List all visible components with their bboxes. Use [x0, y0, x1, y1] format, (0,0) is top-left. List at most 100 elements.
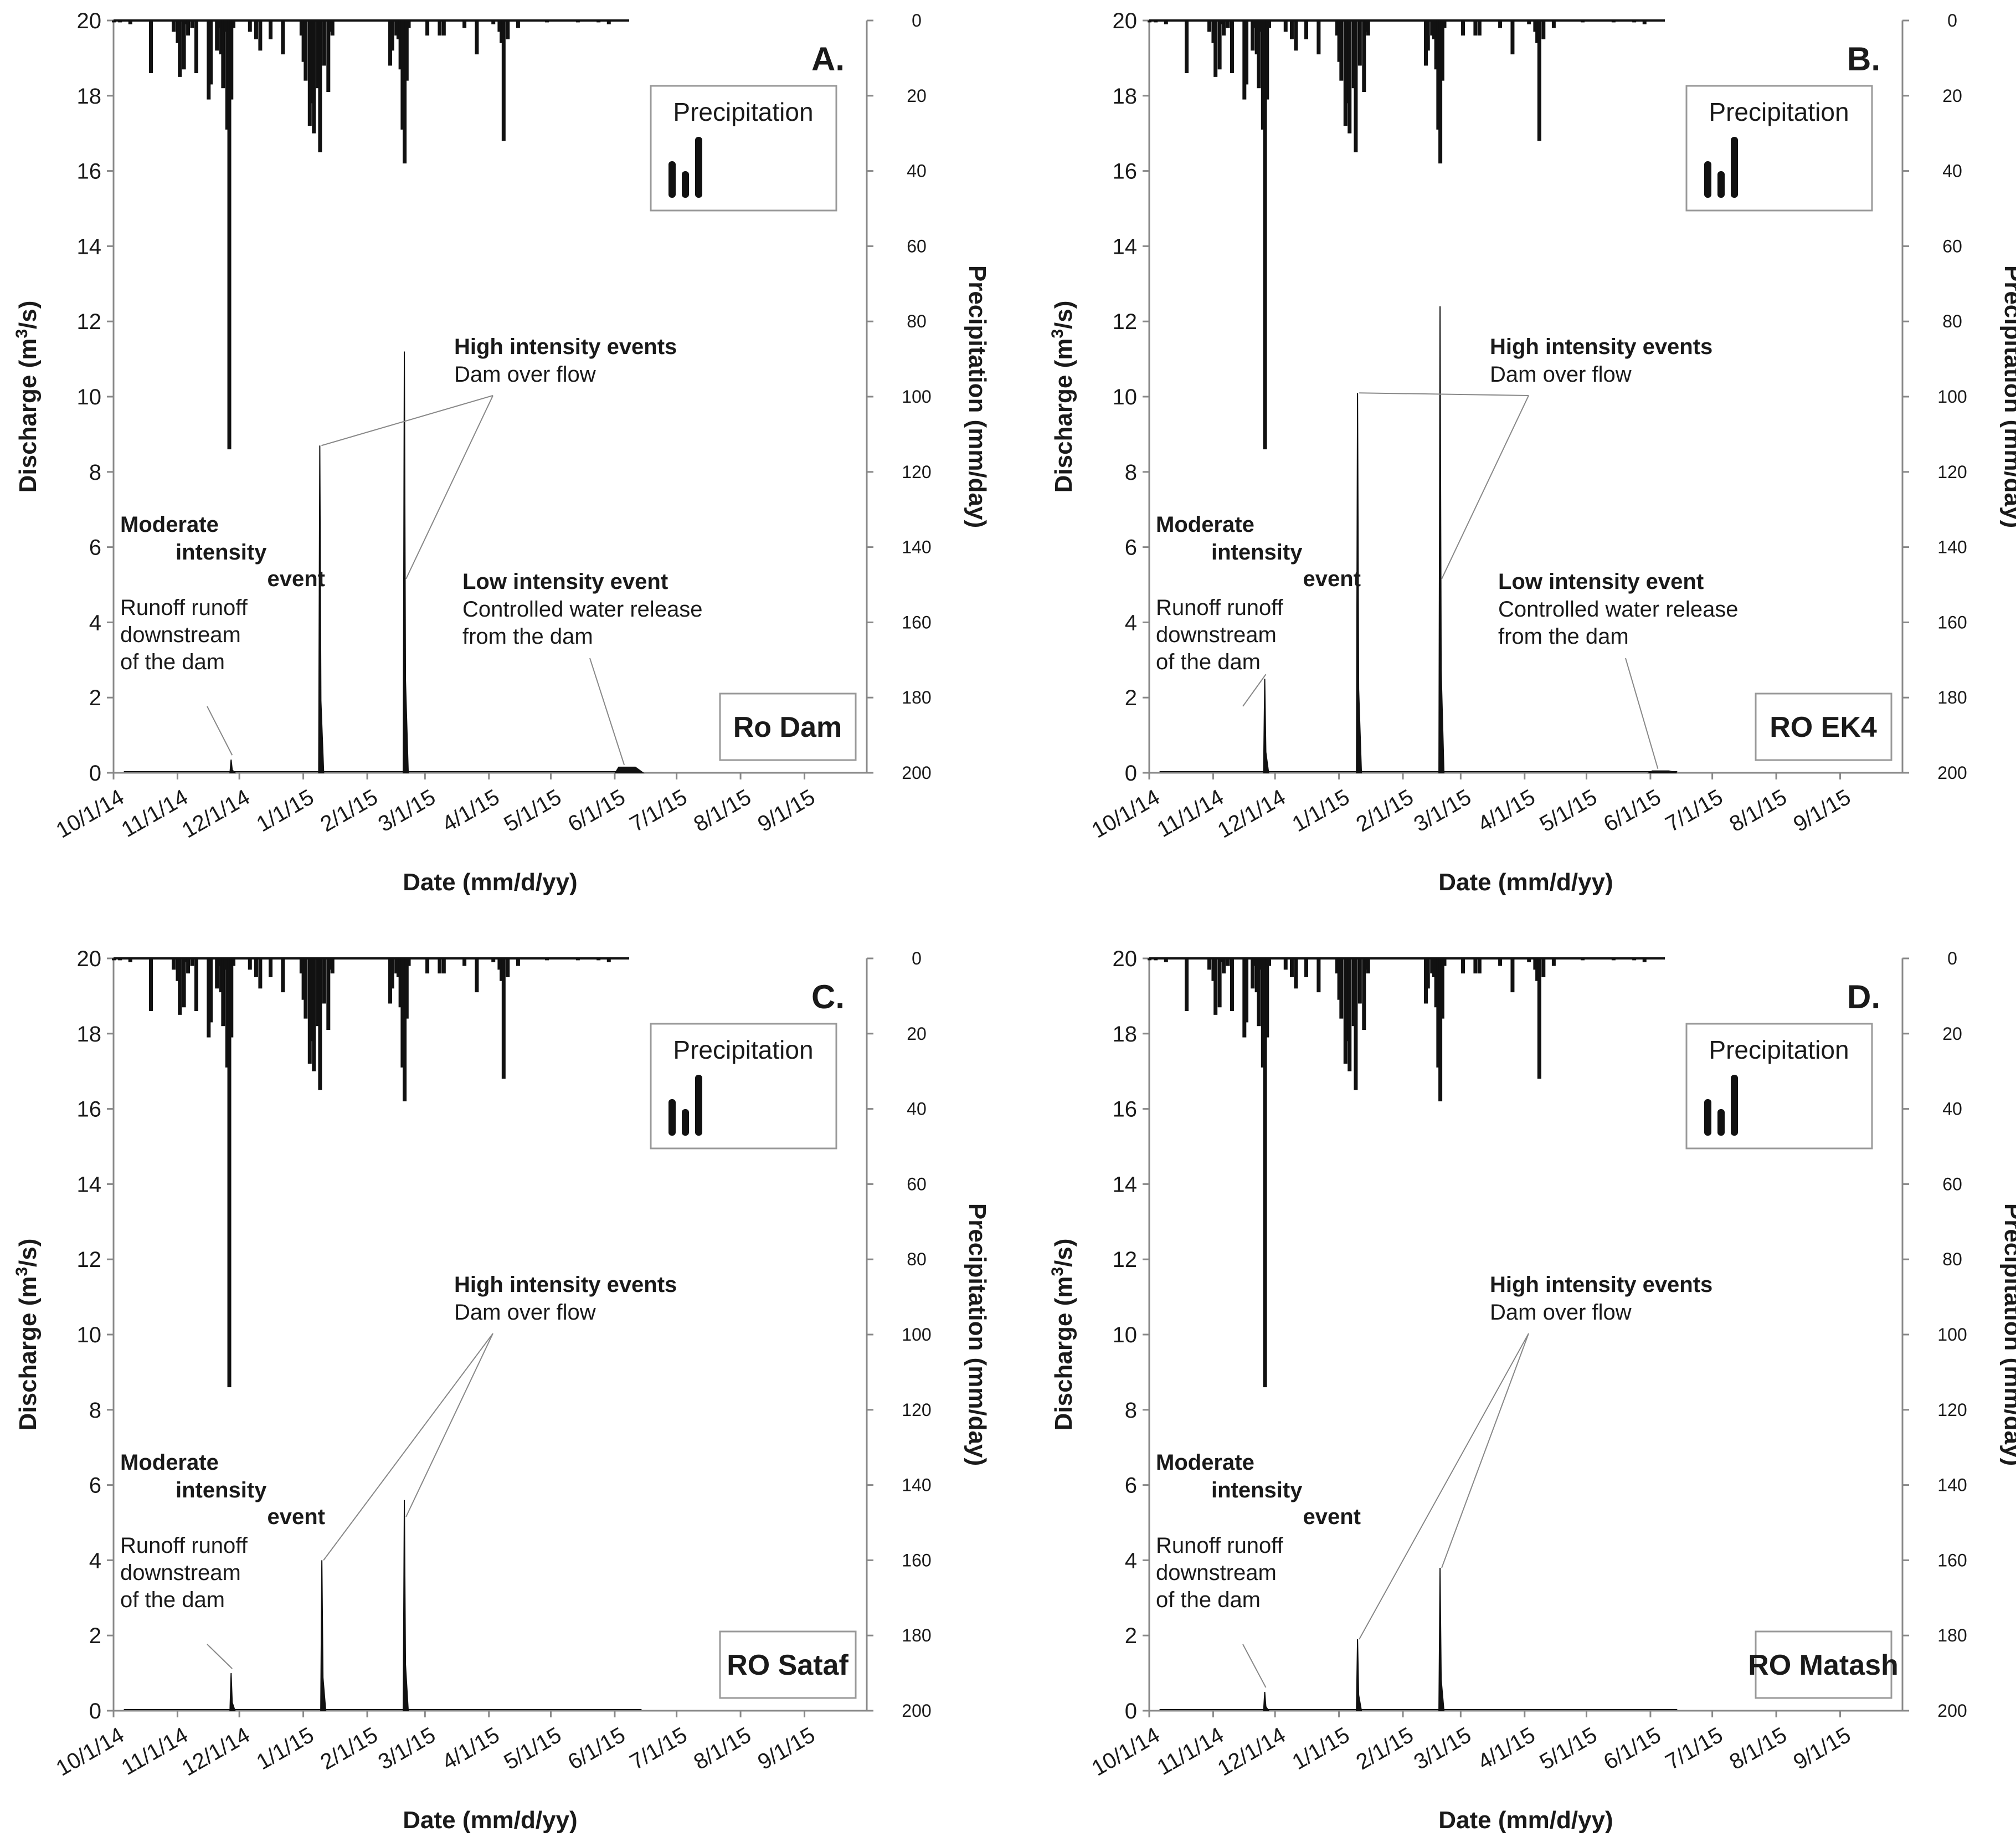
precip-bar [194, 20, 198, 74]
precip-bar [1257, 20, 1261, 89]
precip-bar [1551, 958, 1556, 966]
precip-bar [501, 20, 506, 141]
station-label: RO EK4 [1770, 711, 1877, 743]
precip-bar [1440, 958, 1444, 1019]
precip-bar [312, 20, 316, 134]
x-tick-label: 10/1/14 [1088, 1723, 1164, 1781]
precip-bar [1541, 958, 1546, 977]
precip-bar [606, 20, 611, 24]
precip-bar [194, 958, 198, 1012]
y2-tick-label: 20 [1942, 86, 1962, 106]
y-tick-label: 16 [1113, 1097, 1138, 1122]
y2-tick-label: 180 [902, 1625, 931, 1645]
precip-bar [1222, 20, 1226, 36]
high-leader-line [1441, 395, 1529, 579]
y-tick-label: 20 [1113, 947, 1138, 971]
x-tick-label: 12/1/14 [1213, 785, 1290, 843]
precip-bar [1362, 958, 1366, 1030]
y2-tick-label: 20 [907, 86, 927, 106]
precip-bar [1259, 20, 1263, 32]
x-tick-label: 9/1/15 [754, 1723, 819, 1775]
precip-bar [1424, 958, 1428, 1004]
precip-bar [1632, 20, 1637, 23]
y2-tick-label: 60 [1942, 236, 1962, 256]
x-tick-label: 3/1/15 [1410, 785, 1475, 837]
y-tick-label: 0 [89, 761, 101, 786]
x-axis-title: Date (mm/d/yy) [403, 869, 577, 896]
y2-tick-label: 140 [902, 1475, 931, 1495]
precip-bar [462, 958, 467, 966]
x-tick-label: 1/1/15 [1288, 1723, 1354, 1775]
y-tick-label: 16 [1113, 160, 1138, 184]
station-box [719, 692, 857, 761]
precip-bar [1226, 20, 1230, 28]
legend-bar-icon [695, 1075, 702, 1136]
low-desc: from the dam [1498, 624, 1629, 649]
y2-tick-label: 20 [1942, 1024, 1962, 1044]
precip-bar [209, 958, 213, 1023]
precip-bar [500, 958, 504, 981]
precip-bar [128, 958, 132, 962]
precip-bar [400, 20, 405, 130]
precip-bar [1348, 958, 1352, 1071]
precip-bar [1343, 20, 1348, 126]
precip-bar [407, 958, 411, 966]
precip-bar [326, 958, 331, 1030]
precip-bar [596, 958, 601, 961]
precip-bar [1632, 958, 1637, 961]
precip-bar [407, 20, 411, 28]
precip-bar [112, 958, 116, 961]
precip-bar [128, 20, 132, 24]
precip-bar [1211, 20, 1216, 43]
high-title: High intensity events [454, 335, 677, 359]
precip-bar [190, 958, 194, 966]
legend-bar-icon [1704, 1099, 1711, 1136]
precip-bar [281, 958, 285, 993]
legend-bar-icon [668, 1099, 676, 1136]
precip-bar [1213, 20, 1218, 77]
x-tick-label: 9/1/15 [1789, 785, 1855, 837]
moderate-title: Moderate [120, 1450, 219, 1475]
precip-bar [1294, 20, 1298, 51]
precip-bar [312, 958, 316, 1071]
x-tick-label: 7/1/15 [626, 1723, 691, 1775]
precip-bar [215, 20, 219, 51]
high-leader-line [405, 395, 493, 579]
y2-tick-label: 100 [1937, 387, 1967, 407]
x-tick-label: 8/1/15 [1725, 785, 1791, 837]
moderate-leader-line [207, 1644, 233, 1669]
precip-bar [149, 20, 153, 74]
precip-bar [258, 20, 263, 51]
moderate-leader-line [207, 706, 233, 756]
precip-bar [209, 20, 213, 85]
precip-bar [1220, 20, 1224, 24]
precip-bar [1265, 958, 1269, 1038]
moderate-title: intensity [176, 1478, 267, 1502]
precip-bar [1343, 958, 1348, 1064]
legend-bar-icon [1731, 1075, 1738, 1136]
moderate-title: intensity [176, 540, 267, 565]
y2-tick-label: 80 [907, 311, 927, 331]
panel-letter: D. [1847, 978, 1880, 1015]
high-title: High intensity events [1490, 335, 1712, 359]
precip-bar [1348, 20, 1352, 134]
moderate-desc: Runoff runoff [120, 596, 248, 620]
y-tick-label: 0 [89, 1699, 101, 1723]
x-tick-label: 4/1/15 [1474, 785, 1539, 837]
low-desc: Controlled water release [1498, 597, 1739, 622]
moderate-desc: downstream [1156, 1561, 1277, 1585]
precip-bar [326, 20, 331, 93]
x-tick-label: 2/1/15 [316, 1723, 382, 1775]
precip-bar [1283, 958, 1288, 970]
precip-bar [118, 20, 122, 23]
precip-bar [404, 20, 409, 81]
precip-bar [1498, 958, 1503, 966]
moderate-title: Moderate [120, 512, 219, 537]
moderate-title: intensity [1211, 1478, 1303, 1502]
precip-bar [1438, 20, 1443, 164]
precip-bar [1438, 958, 1443, 1102]
precip-bar [227, 20, 232, 450]
x-tick-label: 12/1/14 [178, 1723, 254, 1781]
precip-bar [322, 20, 326, 66]
